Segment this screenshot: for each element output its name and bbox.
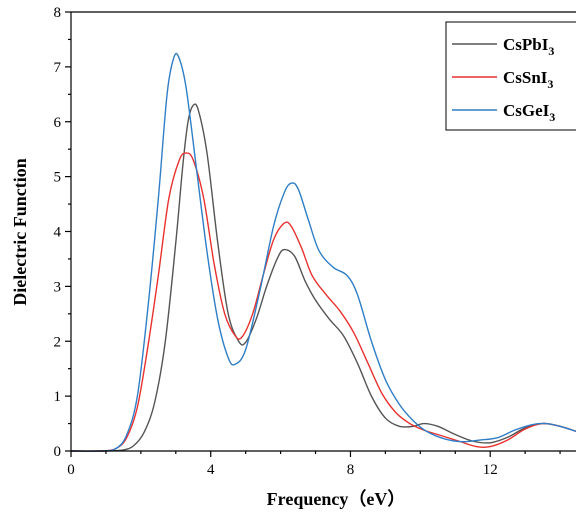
y-tick-label: 1 (54, 389, 62, 405)
legend-box (445, 21, 576, 131)
x-ticks: 0 4 8 12 (67, 451, 561, 478)
y-tick-label: 0 (54, 444, 62, 460)
legend-entries: CsPbI3 CsSnI3 CsGeI3 (452, 35, 555, 124)
y-tick-label: 3 (54, 279, 62, 295)
x-tick-label: 4 (207, 462, 215, 478)
x-tick-label: 8 (347, 462, 355, 478)
y-ticks: 0 1 2 3 4 5 6 7 8 (54, 5, 71, 460)
legend-label-cspbi3: CsPbI3 (503, 35, 554, 58)
legend-label-cssni3: CsSnI3 (503, 68, 553, 91)
series-layer (70, 52, 576, 452)
series-line-cssni3 (70, 152, 576, 452)
x-tick-label: 12 (483, 462, 498, 478)
y-tick-label: 2 (54, 334, 62, 350)
legend-label-csgei3: CsGeI3 (503, 101, 555, 124)
series-line-csgei3 (70, 52, 576, 452)
y-tick-label: 8 (54, 5, 62, 21)
y-tick-label: 5 (54, 170, 62, 186)
legend: CsPbI3 CsSnI3 CsGeI3 (445, 21, 576, 131)
y-tick-label: 6 (54, 115, 62, 131)
y-tick-label: 7 (54, 60, 62, 76)
x-tick-label: 0 (67, 462, 75, 478)
y-tick-label: 4 (54, 225, 62, 241)
x-axis-title: Frequency（eV） (267, 489, 406, 509)
y-axis-title: Dielectric Function (10, 158, 30, 305)
